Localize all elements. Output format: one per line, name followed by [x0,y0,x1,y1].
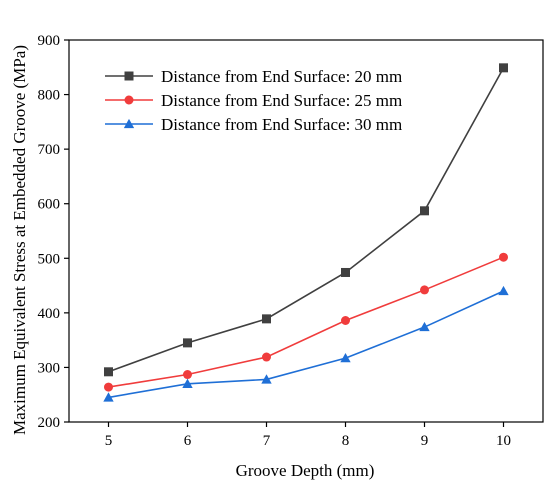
data-point [182,378,193,388]
x-tick-label: 10 [496,433,511,449]
x-tick-label: 7 [263,433,271,449]
plot-axes: 5 6 7 8 9 10 200 300 400 500 600 700 800 900 [38,33,544,449]
series-1 [104,63,508,377]
data-point [420,285,429,295]
legend-label: Distance from End Surface: 25 mm [161,91,402,110]
data-point [261,374,272,384]
y-tick-label: 700 [38,142,61,158]
series-line [108,67,505,373]
series-line [108,256,504,388]
series-line [108,290,504,399]
data-point [104,382,113,392]
data-point [103,392,114,402]
legend-marker [123,118,135,129]
data-point [340,352,351,363]
x-axis-title: Groove Depth (mm) [236,461,375,480]
data-point [419,321,430,332]
x-tick-label: 9 [421,433,429,449]
data-point [183,370,192,380]
series-3 [103,285,509,402]
plot-frame [68,39,544,423]
data-point [499,63,508,73]
legend-marker [124,95,134,105]
y-tick-label: 300 [38,360,61,376]
series-layer [103,63,509,402]
data-point [499,252,508,262]
data-point [341,267,350,277]
legend-item: Distance from End Surface: 20 mm [105,67,402,86]
y-tick-label: 400 [38,306,61,322]
data-point [104,367,113,377]
legend-item: Distance from End Surface: 25 mm [105,91,402,110]
data-point [498,285,509,296]
y-tick-label: 500 [38,251,61,267]
legend: Distance from End Surface: 20 mm Distance… [105,67,402,134]
data-point [341,315,350,325]
data-point [183,338,192,348]
x-tick-label: 8 [342,433,350,449]
x-tick-label: 6 [184,433,192,449]
y-tick-label: 900 [38,33,61,49]
y-axis-title: Maximum Equivalent Stress at Embedded Gr… [10,45,29,435]
y-tick-label: 600 [38,197,61,213]
series-2 [104,252,508,392]
data-point [420,206,429,216]
data-point [262,352,271,362]
x-tick-label: 5 [105,433,113,449]
y-tick-label: 200 [38,415,61,431]
legend-marker [124,71,134,81]
data-point [262,314,271,324]
legend-item: Distance from End Surface: 30 mm [105,115,402,134]
y-tick-label: 800 [38,88,61,104]
legend-label: Distance from End Surface: 20 mm [161,67,402,86]
legend-label: Distance from End Surface: 30 mm [161,115,402,134]
